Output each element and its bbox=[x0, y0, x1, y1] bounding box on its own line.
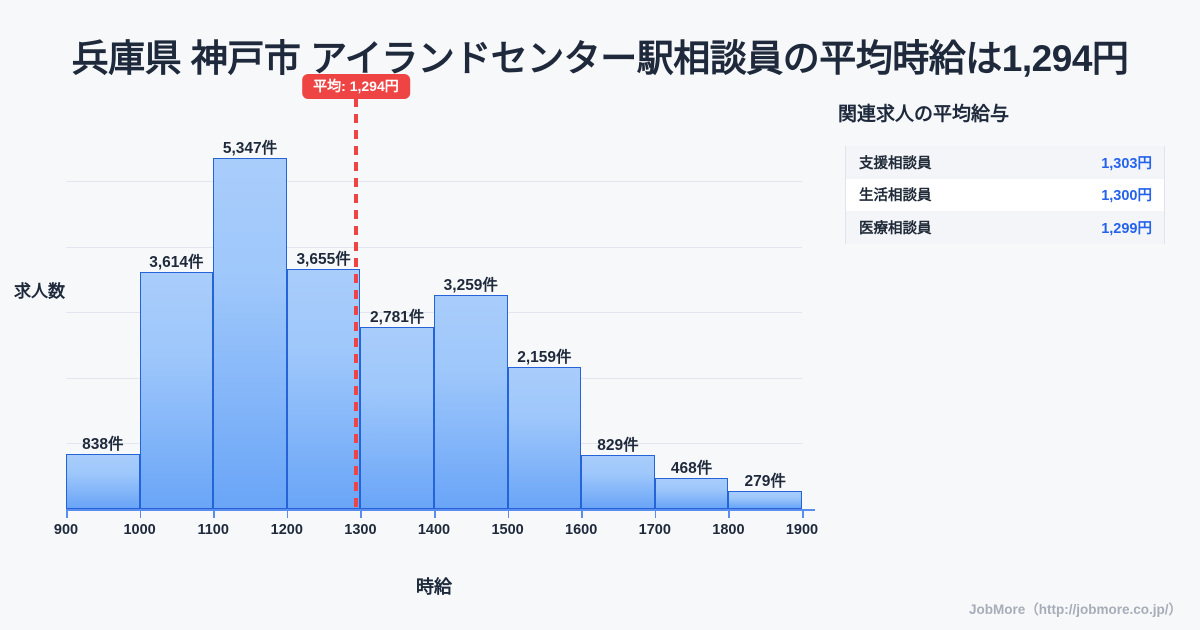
bar-value-label: 5,347件 bbox=[222, 140, 278, 158]
bar-value-label: 2,159件 bbox=[517, 349, 572, 367]
plot-area: 838件 3,614件 5,347件 3,655件 2,781件 3,259件 2,159件… bbox=[54, 74, 818, 538]
histogram-bar bbox=[507, 367, 582, 509]
related-jobs-table: 支援相談員 1,303円生活相談員 1,300円医療相談員 1,299円 bbox=[845, 146, 1165, 244]
x-axis-tick-label: 1500 bbox=[491, 522, 524, 538]
histogram-bar bbox=[654, 478, 729, 509]
related-job-name: 医療相談員 bbox=[859, 220, 932, 237]
x-axis-tick bbox=[654, 509, 657, 518]
histogram-bar bbox=[286, 269, 361, 509]
related-job-name: 生活相談員 bbox=[859, 188, 932, 205]
gridline bbox=[66, 246, 802, 248]
x-axis-tick-label: 1300 bbox=[344, 522, 377, 538]
related-job-name: 支援相談員 bbox=[859, 155, 932, 172]
related-job-salary: 1,300円 bbox=[1101, 188, 1152, 205]
bar-value-label: 2,781件 bbox=[370, 308, 425, 326]
x-axis-tick bbox=[360, 509, 362, 518]
x-axis-title: 時給 bbox=[416, 577, 452, 597]
histogram-bar bbox=[434, 295, 508, 509]
x-axis-tick bbox=[434, 509, 436, 518]
page-title: 兵庫県 神戸市 アイランドセンター駅相談員の平均時給は1,294円 bbox=[71, 38, 1129, 79]
x-axis-tick-label: 1400 bbox=[417, 522, 451, 538]
related-job-row[interactable]: 生活相談員 1,300円 bbox=[846, 178, 1164, 211]
x-axis-tick-label: 1100 bbox=[197, 522, 229, 538]
x-axis-tick bbox=[728, 509, 730, 518]
histogram-bar bbox=[139, 271, 214, 509]
bar-value-label: 468件 bbox=[670, 460, 713, 478]
x-axis-tick-label: 1700 bbox=[638, 522, 671, 538]
x-axis-tick-label: 1600 bbox=[565, 522, 598, 538]
bar-value-label: 279件 bbox=[744, 472, 786, 490]
x-axis-tick-label: 1000 bbox=[123, 522, 156, 538]
related-job-row[interactable]: 支援相談員 1,303円 bbox=[846, 146, 1164, 179]
x-axis-tick bbox=[139, 509, 142, 518]
y-axis-title: 求人数 bbox=[14, 282, 65, 301]
bar-value-label: 3,655件 bbox=[296, 251, 351, 269]
bar-value-label: 3,259件 bbox=[443, 277, 498, 295]
x-axis-tick-label: 1900 bbox=[785, 522, 819, 538]
x-axis-tick bbox=[581, 509, 583, 518]
gridline bbox=[66, 181, 802, 182]
related-jobs-panel: 関連求人の平均給与 支援相談員 1,303円生活相談員 1,300円医療相談員 1,2… bbox=[836, 99, 1166, 244]
bar-value-label: 838件 bbox=[82, 436, 124, 454]
footer-credit: JobMore（http://jobmore.co.jp/） bbox=[969, 602, 1182, 617]
x-axis-tick bbox=[66, 509, 68, 518]
histogram-chart: 求人数 838件 3,614件 5,347件 3,655件 2,781件 3,259件 2,… bbox=[14, 74, 818, 597]
x-axis-tick bbox=[802, 509, 804, 518]
histogram-bar bbox=[360, 326, 434, 509]
x-axis-tick bbox=[213, 509, 215, 518]
bar-value-label: 829件 bbox=[597, 436, 639, 454]
related-job-salary: 1,303円 bbox=[1101, 155, 1152, 172]
related-jobs-title: 関連求人の平均給与 bbox=[838, 104, 1010, 125]
histogram-bar bbox=[728, 490, 802, 509]
histogram-bar bbox=[213, 158, 287, 509]
related-job-salary: 1,299円 bbox=[1101, 220, 1152, 237]
x-axis-line bbox=[66, 509, 815, 511]
x-axis-tick-label: 900 bbox=[53, 522, 79, 538]
histogram-bar bbox=[66, 454, 140, 509]
average-badge: 平均: 1,294円 bbox=[302, 74, 410, 99]
x-axis-tick bbox=[286, 509, 289, 518]
related-job-row[interactable]: 医療相談員 1,299円 bbox=[846, 211, 1164, 244]
x-axis-tick bbox=[507, 509, 510, 518]
bar-value-label: 3,614件 bbox=[149, 253, 204, 271]
average-indicator-line bbox=[354, 98, 358, 510]
x-axis-tick-label: 1200 bbox=[270, 522, 303, 538]
x-axis-tick-label: 1800 bbox=[712, 522, 745, 538]
histogram-bar bbox=[581, 454, 655, 509]
